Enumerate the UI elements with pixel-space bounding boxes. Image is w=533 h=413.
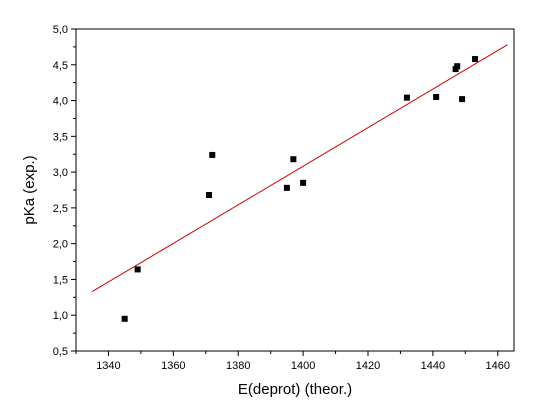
y-tick-label: 5,0 — [53, 24, 68, 36]
fit-line-group — [91, 44, 508, 293]
data-points — [121, 56, 479, 322]
data-point — [134, 266, 141, 273]
data-point — [459, 96, 466, 103]
x-tick-label: 1380 — [226, 360, 250, 372]
fit-line — [91, 44, 508, 293]
data-point — [206, 192, 213, 199]
y-axis-label: pKa (exp.) — [21, 155, 38, 224]
y-tick-label: 2,5 — [53, 203, 68, 215]
y-tick-label: 0,5 — [53, 346, 68, 358]
y-tick-label: 1,0 — [53, 310, 68, 322]
data-point — [209, 151, 216, 158]
x-tick-label: 1420 — [356, 360, 380, 372]
x-tick-label: 1360 — [161, 360, 185, 372]
data-point — [433, 93, 440, 100]
y-tick-label: 2,0 — [53, 239, 68, 251]
x-tick-label: 1340 — [96, 360, 120, 372]
data-point — [403, 94, 410, 101]
data-point — [300, 179, 307, 186]
x-axis: 1340 1360 1380 1400 1420 1440 1460 — [75, 351, 510, 372]
data-point — [472, 56, 479, 63]
x-tick-label: 1440 — [421, 360, 445, 372]
x-tick-label: 1460 — [486, 360, 510, 372]
x-axis-label: E(deprot) (theor.) — [238, 381, 352, 398]
x-tick-label: 1400 — [291, 360, 315, 372]
y-tick-label: 3,0 — [53, 167, 68, 179]
data-point — [283, 184, 290, 191]
y-tick-label: 4,5 — [53, 60, 68, 72]
plot-area — [75, 28, 515, 352]
data-point — [121, 315, 128, 322]
data-point — [290, 156, 297, 163]
y-tick-label: 3,5 — [53, 131, 68, 143]
data-point — [454, 63, 461, 70]
y-axis: 0,5 1,0 1,5 2,0 2,5 3,0 3,5 4,0 4,5 5,0 — [53, 24, 76, 358]
y-tick-label: 4,0 — [53, 96, 68, 108]
y-tick-label: 1,5 — [53, 274, 68, 286]
